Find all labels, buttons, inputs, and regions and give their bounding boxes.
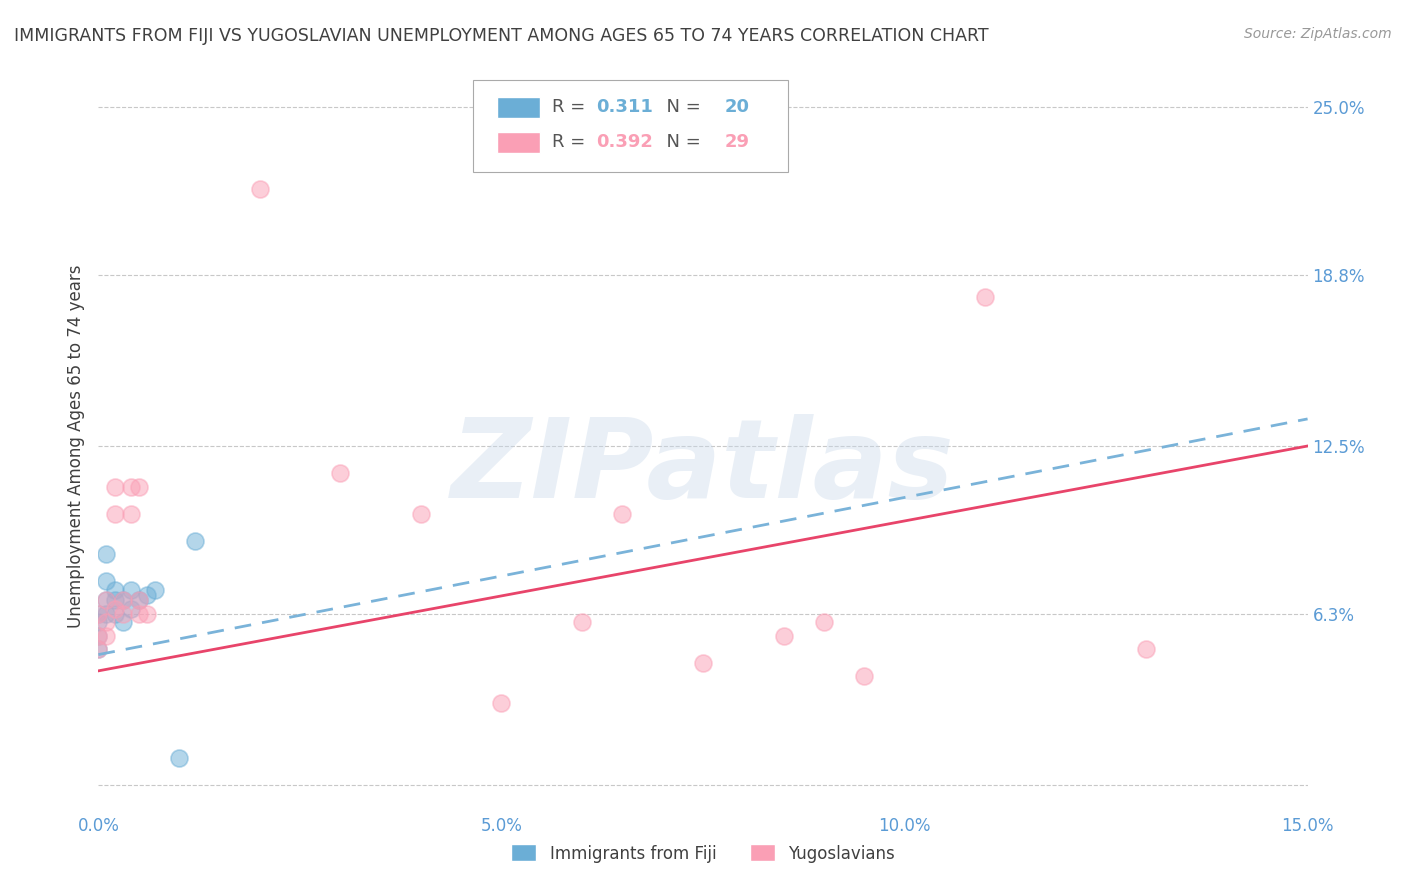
Point: [96, 574, 118, 589]
Point: [87, 629, 110, 643]
Text: R =: R =: [551, 134, 591, 152]
Point: [103, 507, 125, 521]
FancyBboxPatch shape: [498, 97, 540, 118]
Point: [491, 697, 513, 711]
FancyBboxPatch shape: [474, 80, 787, 171]
Text: 20: 20: [724, 98, 749, 116]
Text: Source: ZipAtlas.com: Source: ZipAtlas.com: [1244, 27, 1392, 41]
FancyBboxPatch shape: [498, 132, 540, 153]
Point: [167, 750, 190, 764]
Point: [103, 480, 125, 494]
Y-axis label: Unemployment Among Ages 65 to 74 years: Unemployment Among Ages 65 to 74 years: [66, 264, 84, 628]
Point: [128, 593, 150, 607]
Point: [128, 593, 150, 607]
Point: [111, 593, 134, 607]
Point: [1135, 642, 1157, 657]
Point: [184, 533, 207, 548]
Point: [974, 290, 997, 304]
Point: [96, 607, 118, 621]
Point: [96, 593, 118, 607]
Point: [143, 582, 166, 597]
Text: 0.392: 0.392: [596, 134, 654, 152]
Point: [329, 466, 352, 480]
Point: [128, 480, 150, 494]
Point: [813, 615, 835, 629]
Text: 29: 29: [724, 134, 749, 152]
Point: [111, 593, 134, 607]
Point: [571, 615, 593, 629]
Point: [120, 480, 142, 494]
Point: [87, 642, 110, 657]
Point: [135, 607, 157, 621]
Point: [409, 507, 432, 521]
Text: R =: R =: [551, 98, 591, 116]
Point: [772, 629, 794, 643]
Point: [120, 601, 142, 615]
Point: [135, 588, 157, 602]
Point: [87, 629, 110, 643]
Point: [87, 607, 110, 621]
Point: [249, 181, 271, 195]
Point: [612, 507, 634, 521]
Legend: Immigrants from Fiji, Yugoslavians: Immigrants from Fiji, Yugoslavians: [505, 838, 901, 869]
Text: N =: N =: [655, 134, 706, 152]
Point: [96, 629, 118, 643]
Text: N =: N =: [655, 98, 706, 116]
Point: [96, 593, 118, 607]
Point: [103, 582, 125, 597]
Text: IMMIGRANTS FROM FIJI VS YUGOSLAVIAN UNEMPLOYMENT AMONG AGES 65 TO 74 YEARS CORRE: IMMIGRANTS FROM FIJI VS YUGOSLAVIAN UNEM…: [14, 27, 988, 45]
Point: [120, 507, 142, 521]
Point: [87, 615, 110, 629]
Text: 0.311: 0.311: [596, 98, 654, 116]
Point: [103, 593, 125, 607]
Point: [111, 607, 134, 621]
Point: [87, 607, 110, 621]
Point: [111, 615, 134, 629]
Point: [853, 669, 876, 683]
Point: [120, 582, 142, 597]
Point: [87, 642, 110, 657]
Point: [96, 547, 118, 561]
Text: ZIPatlas: ZIPatlas: [451, 415, 955, 522]
Point: [103, 601, 125, 615]
Point: [103, 607, 125, 621]
Point: [128, 607, 150, 621]
Point: [692, 656, 714, 670]
Point: [96, 615, 118, 629]
